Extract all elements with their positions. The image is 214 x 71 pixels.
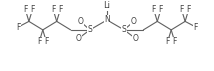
Text: F: F [159, 5, 163, 14]
Text: F: F [165, 37, 170, 46]
Text: O: O [133, 34, 139, 43]
Text: O: O [75, 34, 81, 43]
Text: F: F [37, 37, 41, 46]
Text: N: N [104, 15, 110, 24]
Text: S: S [88, 25, 92, 34]
Text: O: O [131, 17, 137, 26]
Text: F: F [152, 5, 156, 14]
Text: F: F [44, 37, 49, 46]
Text: F: F [58, 5, 62, 14]
Text: F: F [51, 5, 55, 14]
Text: F: F [173, 37, 177, 46]
Text: F: F [179, 5, 184, 14]
Text: O: O [77, 17, 83, 26]
Text: S: S [122, 25, 126, 34]
Text: F: F [30, 5, 35, 14]
Text: F: F [187, 5, 191, 14]
Text: F: F [16, 23, 20, 32]
Text: Li: Li [104, 1, 110, 10]
Text: F: F [23, 5, 27, 14]
Text: F: F [194, 23, 198, 32]
